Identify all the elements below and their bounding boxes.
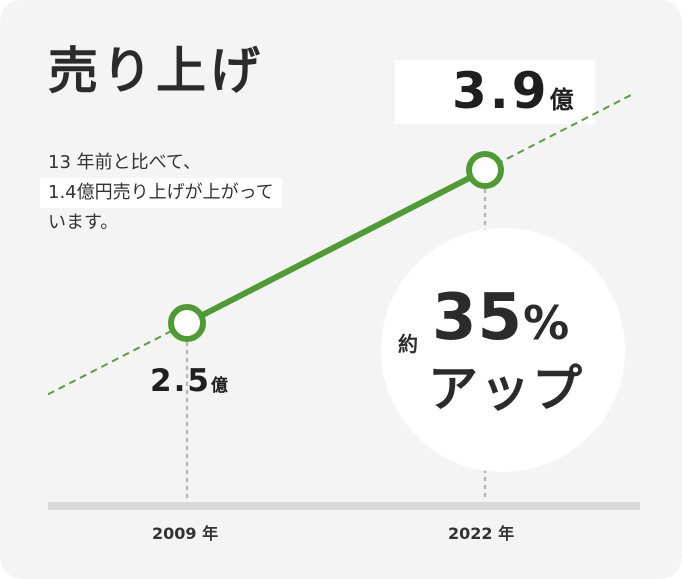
x-tick-label-2009: 2009 年 [152, 524, 219, 543]
badge-percent-number: 35 [432, 281, 524, 355]
growth-badge [381, 228, 625, 472]
end-value-label: 3.9億 [452, 66, 574, 116]
badge-text: アップ [428, 360, 584, 418]
end-value-highlight [395, 60, 595, 124]
badge-percent-unit: % [523, 296, 570, 350]
start-value-unit: 億 [210, 376, 228, 396]
description-line-3: います。 [48, 212, 119, 233]
description: 13 年前と比べて、 1.4億円売り上げが上がって います。 [40, 148, 282, 238]
badge-percent: 35% [432, 286, 569, 350]
end-value-number: 3.9 [452, 62, 550, 120]
end-value-unit: 億 [549, 86, 574, 114]
badge-prefix: 約 [398, 332, 418, 356]
start-value-label: 2.5億 [150, 366, 228, 397]
page-title: 売り上げ [48, 42, 264, 100]
x-tick-label-2022: 2022 年 [448, 524, 515, 543]
point-2022 [466, 151, 504, 189]
description-line-2: 1.4億円売り上げが上がって [40, 178, 282, 208]
description-line-1: 13 年前と比べて、 [48, 152, 202, 173]
x-axis [48, 502, 640, 510]
start-value-number: 2.5 [150, 363, 211, 399]
series-line [184, 167, 488, 326]
point-2009 [168, 304, 206, 342]
